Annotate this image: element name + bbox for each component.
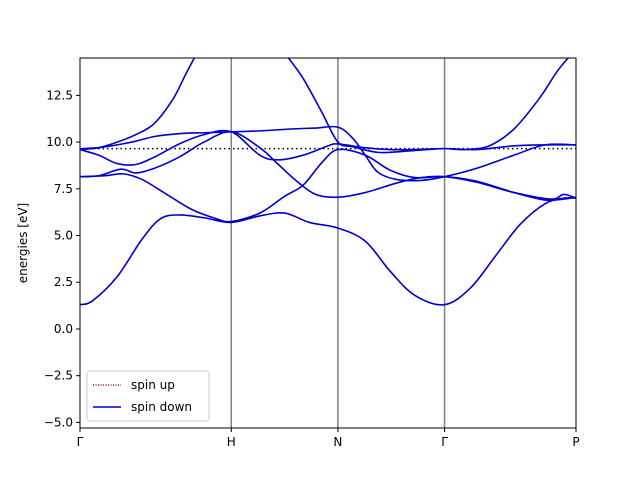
y-tick-label: 5.0 xyxy=(54,229,73,243)
y-tick-label: 7.5 xyxy=(54,182,73,196)
y-tick-label: −2.5 xyxy=(44,369,73,383)
x-tick-label: H xyxy=(227,435,236,449)
y-tick-label: 10.0 xyxy=(46,135,73,149)
band-1-0 xyxy=(80,198,576,305)
x-tick-label: P xyxy=(572,435,579,449)
legend-label: spin up xyxy=(131,378,175,392)
band-1-2 xyxy=(80,132,576,199)
y-tick-label: 12.5 xyxy=(46,88,73,102)
band-1-4 xyxy=(80,127,576,181)
legend: spin up spin down xyxy=(87,371,209,421)
y-tick-label: −5.0 xyxy=(44,415,73,429)
y-axis-label: energies [eV] xyxy=(16,203,30,283)
y-tick-label: 0.0 xyxy=(54,322,73,336)
x-tick-label: Γ xyxy=(77,435,84,449)
band-1-5 xyxy=(80,56,195,149)
x-tick-label: N xyxy=(333,435,342,449)
band-lines xyxy=(80,56,576,305)
high-symmetry-lines xyxy=(231,58,444,428)
band-1-6 xyxy=(287,56,570,152)
y-tick-label: 2.5 xyxy=(54,275,73,289)
x-tick-label: Γ xyxy=(441,435,448,449)
legend-label: spin down xyxy=(131,400,192,414)
y-axis-ticks: −5.0 −2.5 0.0 2.5 5.0 7.5 10.0 12.5 xyxy=(44,88,80,429)
